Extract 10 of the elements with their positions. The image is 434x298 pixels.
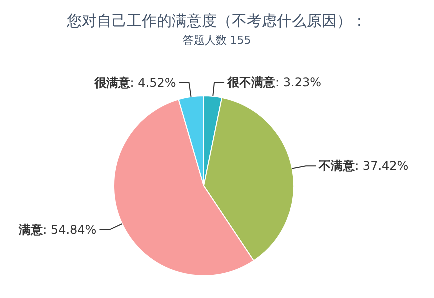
slice-label: 满意 <box>18 222 44 237</box>
slice-label: 不满意 <box>318 159 356 174</box>
slice-label: 很满意 <box>93 76 132 90</box>
slice-label: 很不满意 <box>226 76 277 90</box>
data-label: : 37.42% <box>355 159 409 174</box>
data-label: : 4.52% <box>130 76 176 90</box>
data-label: : 3.23% <box>276 76 322 90</box>
data-label: : 54.84% <box>43 222 97 237</box>
chart-title: 您对自己工作的满意度（不考虑什么原因）： <box>66 12 367 30</box>
chart-subtitle: 答题人数 155 <box>182 34 252 47</box>
